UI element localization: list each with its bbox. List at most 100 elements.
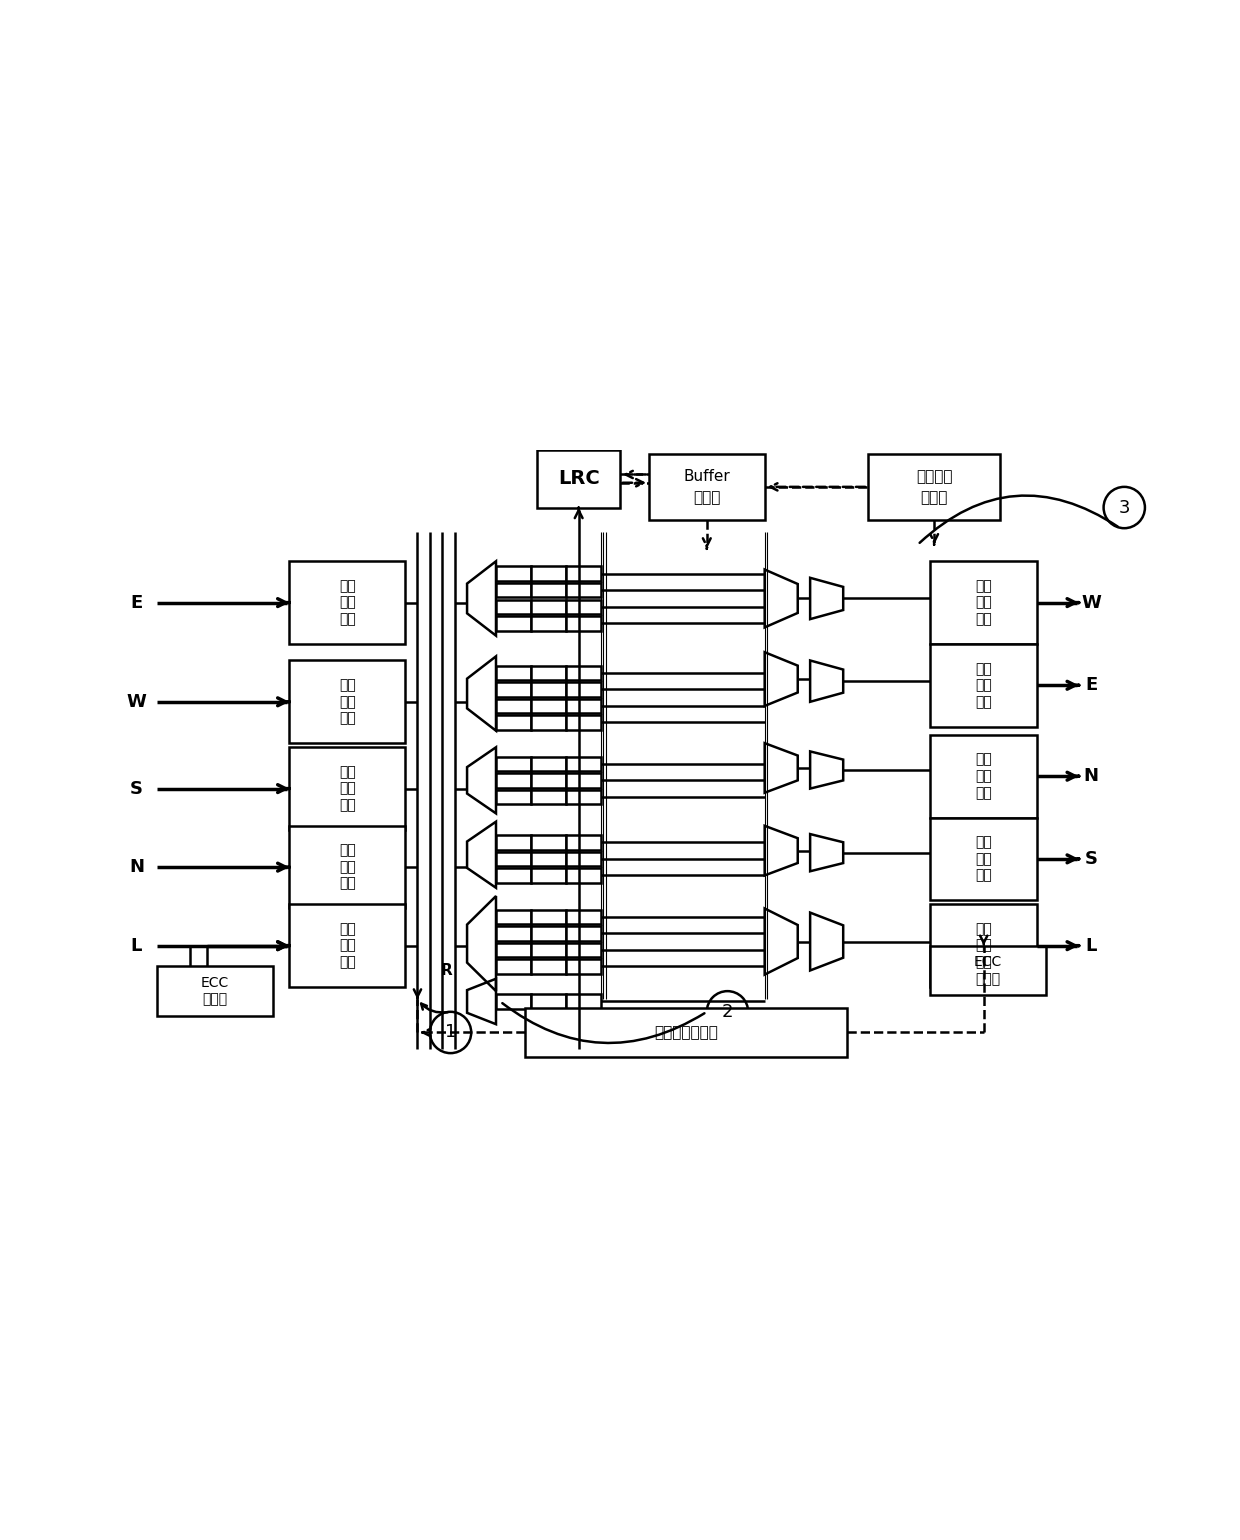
FancyBboxPatch shape — [567, 699, 601, 713]
Text: 测试: 测试 — [339, 939, 356, 953]
Text: W: W — [126, 693, 146, 711]
Text: 模块: 模块 — [976, 611, 992, 627]
FancyBboxPatch shape — [567, 616, 601, 630]
FancyBboxPatch shape — [525, 1007, 847, 1058]
FancyBboxPatch shape — [567, 756, 601, 772]
Text: 模块: 模块 — [339, 611, 356, 627]
Text: S: S — [130, 779, 143, 798]
FancyBboxPatch shape — [496, 682, 531, 696]
FancyBboxPatch shape — [567, 790, 601, 804]
FancyBboxPatch shape — [567, 599, 601, 614]
FancyBboxPatch shape — [157, 966, 273, 1016]
FancyBboxPatch shape — [930, 904, 1038, 987]
Text: 故障: 故障 — [976, 922, 992, 936]
FancyBboxPatch shape — [537, 450, 620, 508]
Text: 故障: 故障 — [339, 678, 356, 693]
FancyBboxPatch shape — [567, 584, 601, 598]
Text: E: E — [1085, 676, 1097, 695]
FancyBboxPatch shape — [930, 818, 1038, 901]
Text: S: S — [1085, 850, 1097, 869]
FancyBboxPatch shape — [289, 747, 405, 830]
Text: 故障: 故障 — [339, 765, 356, 779]
Text: 解码器: 解码器 — [976, 972, 1001, 986]
FancyBboxPatch shape — [496, 869, 531, 882]
Text: 编码器: 编码器 — [202, 992, 227, 1007]
FancyBboxPatch shape — [567, 835, 601, 850]
Text: 模块: 模块 — [976, 869, 992, 882]
FancyBboxPatch shape — [567, 773, 601, 787]
FancyBboxPatch shape — [531, 567, 567, 581]
FancyBboxPatch shape — [567, 852, 601, 865]
FancyBboxPatch shape — [531, 682, 567, 696]
FancyBboxPatch shape — [496, 599, 531, 614]
FancyBboxPatch shape — [496, 699, 531, 713]
Text: 测试: 测试 — [339, 695, 356, 708]
FancyBboxPatch shape — [496, 942, 531, 956]
Text: 模块: 模块 — [339, 711, 356, 725]
FancyBboxPatch shape — [531, 910, 567, 924]
FancyBboxPatch shape — [930, 735, 1038, 818]
FancyBboxPatch shape — [496, 910, 531, 924]
FancyBboxPatch shape — [531, 790, 567, 804]
Text: 分析: 分析 — [976, 852, 992, 865]
FancyBboxPatch shape — [531, 835, 567, 850]
Text: 冗余通道控制器: 冗余通道控制器 — [655, 1026, 718, 1040]
FancyBboxPatch shape — [531, 869, 567, 882]
Text: 控制器: 控制器 — [693, 490, 720, 505]
Text: 模块: 模块 — [976, 695, 992, 708]
FancyBboxPatch shape — [531, 616, 567, 630]
FancyBboxPatch shape — [496, 616, 531, 630]
FancyBboxPatch shape — [567, 567, 601, 581]
Text: 模块: 模块 — [339, 798, 356, 812]
FancyBboxPatch shape — [496, 835, 531, 850]
FancyBboxPatch shape — [567, 665, 601, 681]
FancyBboxPatch shape — [531, 959, 567, 973]
Text: E: E — [130, 593, 143, 611]
FancyBboxPatch shape — [496, 790, 531, 804]
Text: 故障: 故障 — [339, 579, 356, 593]
FancyBboxPatch shape — [531, 584, 567, 598]
FancyBboxPatch shape — [496, 926, 531, 941]
Text: N: N — [129, 858, 144, 876]
FancyBboxPatch shape — [531, 715, 567, 730]
Text: ECC: ECC — [973, 955, 1002, 969]
FancyBboxPatch shape — [567, 910, 601, 924]
FancyBboxPatch shape — [496, 773, 531, 787]
FancyBboxPatch shape — [496, 715, 531, 730]
Text: 分析: 分析 — [976, 939, 992, 953]
FancyBboxPatch shape — [496, 665, 531, 681]
FancyBboxPatch shape — [930, 644, 1038, 727]
Text: W: W — [1081, 593, 1101, 611]
Text: 分配器: 分配器 — [920, 490, 947, 505]
Text: R: R — [440, 962, 453, 978]
Text: 模块: 模块 — [976, 955, 992, 969]
Text: L: L — [1085, 936, 1097, 955]
FancyBboxPatch shape — [567, 869, 601, 882]
Text: 测试: 测试 — [339, 861, 356, 875]
Text: 分析: 分析 — [976, 768, 992, 784]
FancyBboxPatch shape — [567, 682, 601, 696]
Text: 故障: 故障 — [976, 662, 992, 676]
FancyBboxPatch shape — [496, 584, 531, 598]
FancyBboxPatch shape — [496, 852, 531, 865]
FancyBboxPatch shape — [649, 454, 765, 521]
FancyBboxPatch shape — [868, 454, 1001, 521]
FancyBboxPatch shape — [289, 825, 405, 909]
FancyBboxPatch shape — [531, 756, 567, 772]
FancyBboxPatch shape — [567, 926, 601, 941]
Text: LRC: LRC — [558, 470, 600, 488]
Text: N: N — [1084, 767, 1099, 785]
Text: 模块: 模块 — [976, 785, 992, 799]
Text: 交叉开关: 交叉开关 — [916, 470, 952, 484]
FancyBboxPatch shape — [930, 561, 1038, 644]
FancyBboxPatch shape — [289, 661, 405, 744]
Text: 测试: 测试 — [339, 782, 356, 796]
FancyBboxPatch shape — [531, 942, 567, 956]
Text: 模块: 模块 — [339, 876, 356, 890]
FancyBboxPatch shape — [567, 715, 601, 730]
Text: 分析: 分析 — [976, 596, 992, 610]
FancyBboxPatch shape — [289, 904, 405, 987]
FancyBboxPatch shape — [531, 995, 567, 1009]
Text: 2: 2 — [722, 1003, 733, 1021]
Text: 分析: 分析 — [976, 678, 992, 693]
